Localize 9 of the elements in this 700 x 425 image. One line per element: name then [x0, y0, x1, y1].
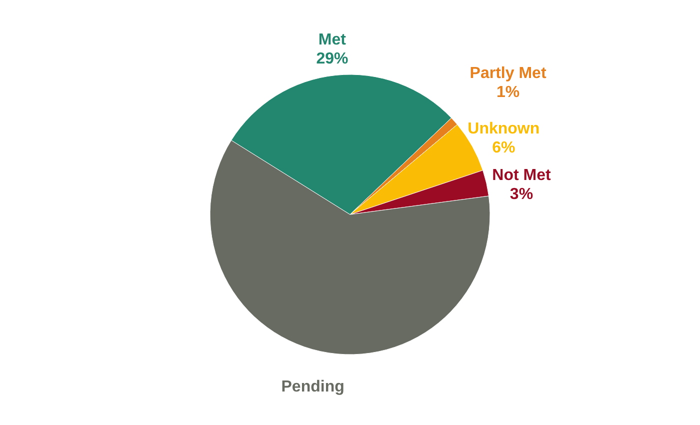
data-label: 29% [316, 50, 348, 68]
data-label: 3% [510, 186, 534, 203]
slice-label: Pending [281, 378, 344, 396]
slice-label: Met [318, 31, 347, 48]
slice-label: Partly Met [470, 65, 547, 82]
slice-label: Unknown [468, 120, 540, 138]
data-label: 6% [492, 140, 516, 157]
data-label: 1% [496, 84, 520, 102]
slice-label: Not Met [492, 166, 552, 184]
